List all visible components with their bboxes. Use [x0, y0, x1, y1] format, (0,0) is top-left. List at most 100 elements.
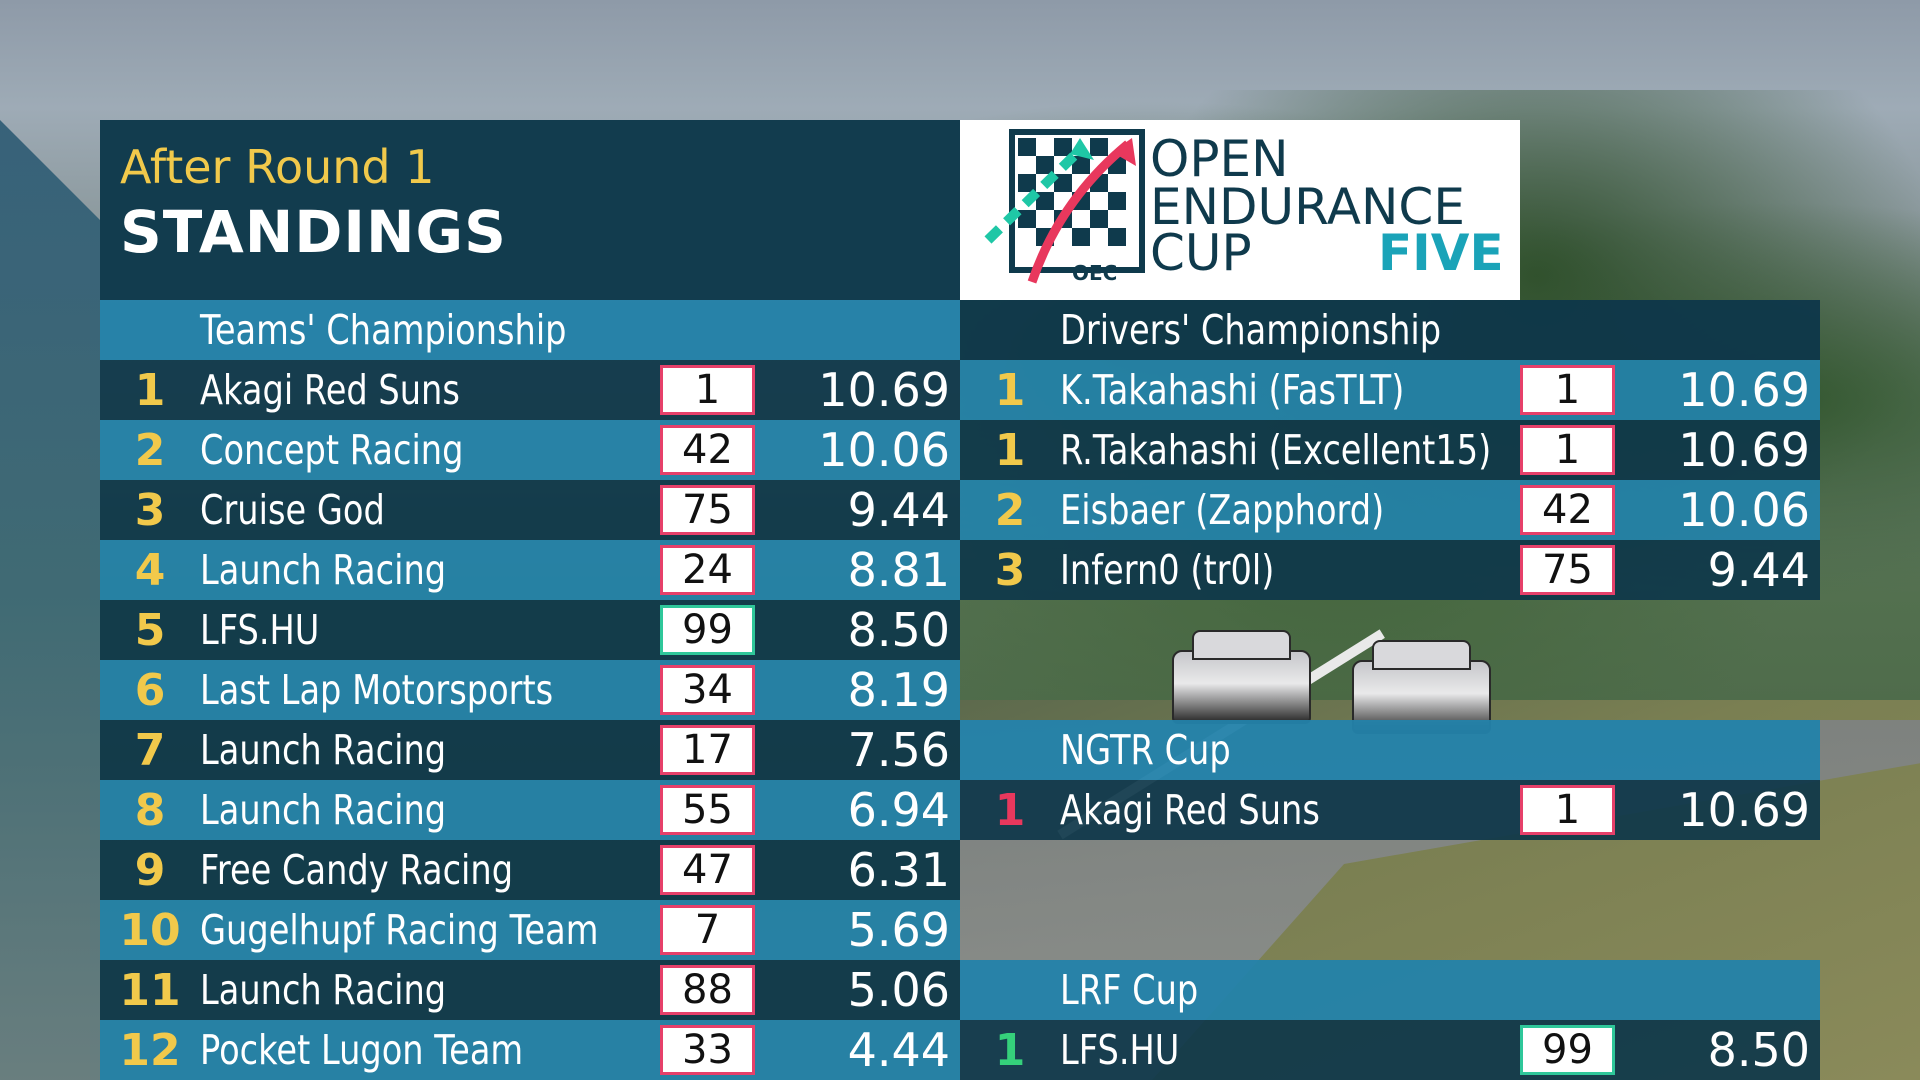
points-value: 9.44: [847, 483, 950, 537]
points-value: 9.44: [1707, 543, 1810, 597]
car-number-badge: 55: [660, 785, 755, 835]
position-number: 5: [134, 604, 166, 656]
standings-row: 6 Last Lap Motorsports 34 8.19: [100, 660, 960, 720]
standings-row: 9 Free Candy Racing 47 6.31: [100, 840, 960, 900]
entry-name: Eisbaer (Zapphord): [1060, 486, 1385, 534]
standings-row: 3 Cruise God 75 9.44: [100, 480, 960, 540]
points-value: 6.94: [847, 783, 950, 837]
car-number-badge: 75: [660, 485, 755, 535]
svg-text:OEC: OEC: [1072, 261, 1117, 285]
car-number-badge: 47: [660, 845, 755, 895]
entry-name: Launch Racing: [200, 546, 447, 594]
race-car: [1172, 630, 1311, 724]
points-value: 10.69: [818, 363, 950, 417]
car-number-badge: 1: [1520, 425, 1615, 475]
entry-name: Launch Racing: [200, 966, 447, 1014]
position-number: 3: [994, 544, 1026, 596]
svg-text:FIVE: FIVE: [1378, 224, 1504, 282]
entry-name: Last Lap Motorsports: [200, 666, 554, 714]
position-number: 1: [994, 784, 1026, 836]
car-number-badge: 34: [660, 665, 755, 715]
points-value: 5.06: [847, 963, 950, 1017]
points-value: 7.56: [847, 723, 950, 777]
car-number-badge: 33: [660, 1025, 755, 1075]
position-number: 10: [119, 904, 181, 956]
standings-row: 1 Akagi Red Suns 1 10.69: [960, 780, 1820, 840]
oec-logo: OEC OPEN ENDURANCE CUP FIVE: [960, 120, 1520, 300]
position-number: 7: [134, 724, 166, 776]
points-value: 10.06: [1678, 483, 1810, 537]
car-number-badge: 7: [660, 905, 755, 955]
entry-name: LFS.HU: [200, 606, 320, 654]
standings-row: 11 Launch Racing 88 5.06: [100, 960, 960, 1020]
entry-name: Infern0 (tr0l): [1060, 546, 1275, 594]
points-value: 10.69: [1678, 423, 1810, 477]
entry-name: Akagi Red Suns: [1060, 786, 1320, 834]
points-value: 10.69: [1678, 363, 1810, 417]
points-value: 4.44: [847, 1023, 950, 1077]
points-value: 8.50: [847, 603, 950, 657]
car-number-badge: 1: [1520, 785, 1615, 835]
standings-header: [100, 120, 960, 300]
position-number: 1: [994, 424, 1026, 476]
points-value: 8.19: [847, 663, 950, 717]
points-value: 5.69: [847, 903, 950, 957]
standings-row: 5 LFS.HU 99 8.50: [100, 600, 960, 660]
car-number-badge: 42: [1520, 485, 1615, 535]
ngtr-cup-title: NGTR Cup: [1060, 726, 1231, 774]
position-number: 12: [119, 1024, 181, 1076]
entry-name: Free Candy Racing: [200, 846, 514, 894]
car-number-badge: 1: [660, 365, 755, 415]
teams-championship-title: Teams' Championship: [200, 306, 567, 354]
standings-row: 7 Launch Racing 17 7.56: [100, 720, 960, 780]
position-number: 8: [134, 784, 166, 836]
standings-row: 1 K.Takahashi (FasTLT) 1 10.69: [960, 360, 1820, 420]
points-value: 6.31: [847, 843, 950, 897]
entry-name: Concept Racing: [200, 426, 464, 474]
entry-name: Launch Racing: [200, 786, 447, 834]
position-number: 1: [134, 364, 166, 416]
car-number-badge: 75: [1520, 545, 1615, 595]
svg-text:OPEN: OPEN: [1150, 130, 1289, 188]
entry-name: LFS.HU: [1060, 1026, 1180, 1074]
page-title: STANDINGS: [120, 198, 507, 266]
round-subtitle: After Round 1: [120, 140, 435, 194]
standings-row: 2 Eisbaer (Zapphord) 42 10.06: [960, 480, 1820, 540]
drivers-championship-header: Drivers' Championship: [960, 300, 1820, 360]
lrf-cup-header: LRF Cup: [960, 960, 1820, 1020]
position-number: 6: [134, 664, 166, 716]
entry-name: R.Takahashi (Excellent15): [1060, 426, 1492, 474]
car-number-badge: 42: [660, 425, 755, 475]
ngtr-cup-header: NGTR Cup: [960, 720, 1820, 780]
standings-row: 2 Concept Racing 42 10.06: [100, 420, 960, 480]
entry-name: Pocket Lugon Team: [200, 1026, 524, 1074]
svg-text:ENDURANCE: ENDURANCE: [1150, 178, 1465, 236]
car-number-badge: 17: [660, 725, 755, 775]
standings-row: 3 Infern0 (tr0l) 75 9.44: [960, 540, 1820, 600]
points-value: 10.69: [1678, 783, 1810, 837]
entry-name: Cruise God: [200, 486, 385, 534]
position-number: 4: [134, 544, 166, 596]
drivers-championship-title: Drivers' Championship: [1060, 306, 1442, 354]
standings-row: 4 Launch Racing 24 8.81: [100, 540, 960, 600]
standings-row: 12 Pocket Lugon Team 33 4.44: [100, 1020, 960, 1080]
car-number-badge: 24: [660, 545, 755, 595]
entry-name: K.Takahashi (FasTLT): [1060, 366, 1405, 414]
position-number: 1: [994, 1024, 1026, 1076]
standings-row: 1 R.Takahashi (Excellent15) 1 10.69: [960, 420, 1820, 480]
points-value: 10.06: [818, 423, 950, 477]
entry-name: Launch Racing: [200, 726, 447, 774]
entry-name: Gugelhupf Racing Team: [200, 906, 599, 954]
car-number-badge: 99: [1520, 1025, 1615, 1075]
background-left-accent: [0, 120, 100, 1080]
position-number: 1: [994, 364, 1026, 416]
car-number-badge: 1: [1520, 365, 1615, 415]
position-number: 2: [994, 484, 1026, 536]
standings-row: 1 Akagi Red Suns 1 10.69: [100, 360, 960, 420]
standings-row: 1 LFS.HU 99 8.50: [960, 1020, 1820, 1080]
checkered-flag-icon: OEC OPEN ENDURANCE CUP FIVE: [984, 129, 1504, 285]
svg-text:CUP: CUP: [1150, 224, 1252, 282]
entry-name: Akagi Red Suns: [200, 366, 460, 414]
position-number: 2: [134, 424, 166, 476]
car-number-badge: 99: [660, 605, 755, 655]
